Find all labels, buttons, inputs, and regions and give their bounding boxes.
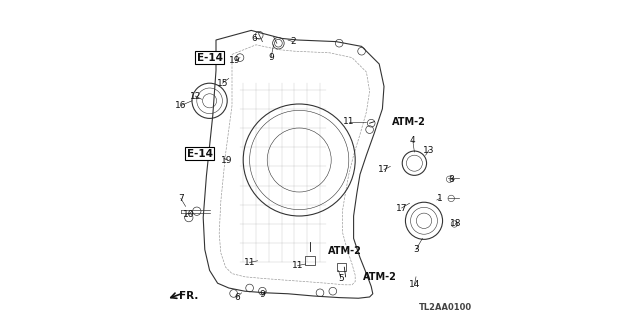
Text: E-14: E-14 [187, 148, 212, 159]
Text: 17: 17 [378, 165, 390, 174]
Text: 1: 1 [437, 194, 443, 203]
Text: 11: 11 [244, 258, 255, 267]
Text: 5: 5 [338, 274, 344, 283]
Text: 15: 15 [217, 79, 228, 88]
Text: 3: 3 [413, 245, 419, 254]
Text: 14: 14 [409, 280, 420, 289]
Text: TL2AA0100: TL2AA0100 [419, 303, 472, 312]
Text: 6: 6 [234, 293, 239, 302]
Text: ATM-2: ATM-2 [392, 116, 426, 127]
Text: 9: 9 [268, 53, 274, 62]
Text: 11: 11 [292, 261, 303, 270]
Text: 9: 9 [260, 290, 265, 299]
Text: 6: 6 [252, 34, 257, 43]
Text: ATM-2: ATM-2 [328, 246, 362, 256]
Text: 7: 7 [178, 194, 184, 203]
Text: 12: 12 [189, 92, 201, 100]
Text: E-14: E-14 [197, 52, 223, 63]
Text: ATM-2: ATM-2 [364, 272, 397, 282]
Text: 19: 19 [221, 156, 233, 164]
Text: 10: 10 [183, 210, 195, 219]
Text: 17: 17 [396, 204, 407, 212]
Text: 8: 8 [449, 175, 454, 184]
Text: 11: 11 [343, 117, 355, 126]
Text: 13: 13 [423, 146, 435, 155]
Text: 18: 18 [451, 220, 461, 228]
Text: 19: 19 [230, 56, 241, 65]
Text: FR.: FR. [179, 291, 198, 301]
Text: 4: 4 [410, 136, 415, 145]
Text: 16: 16 [175, 101, 186, 110]
Text: 2: 2 [290, 37, 296, 46]
